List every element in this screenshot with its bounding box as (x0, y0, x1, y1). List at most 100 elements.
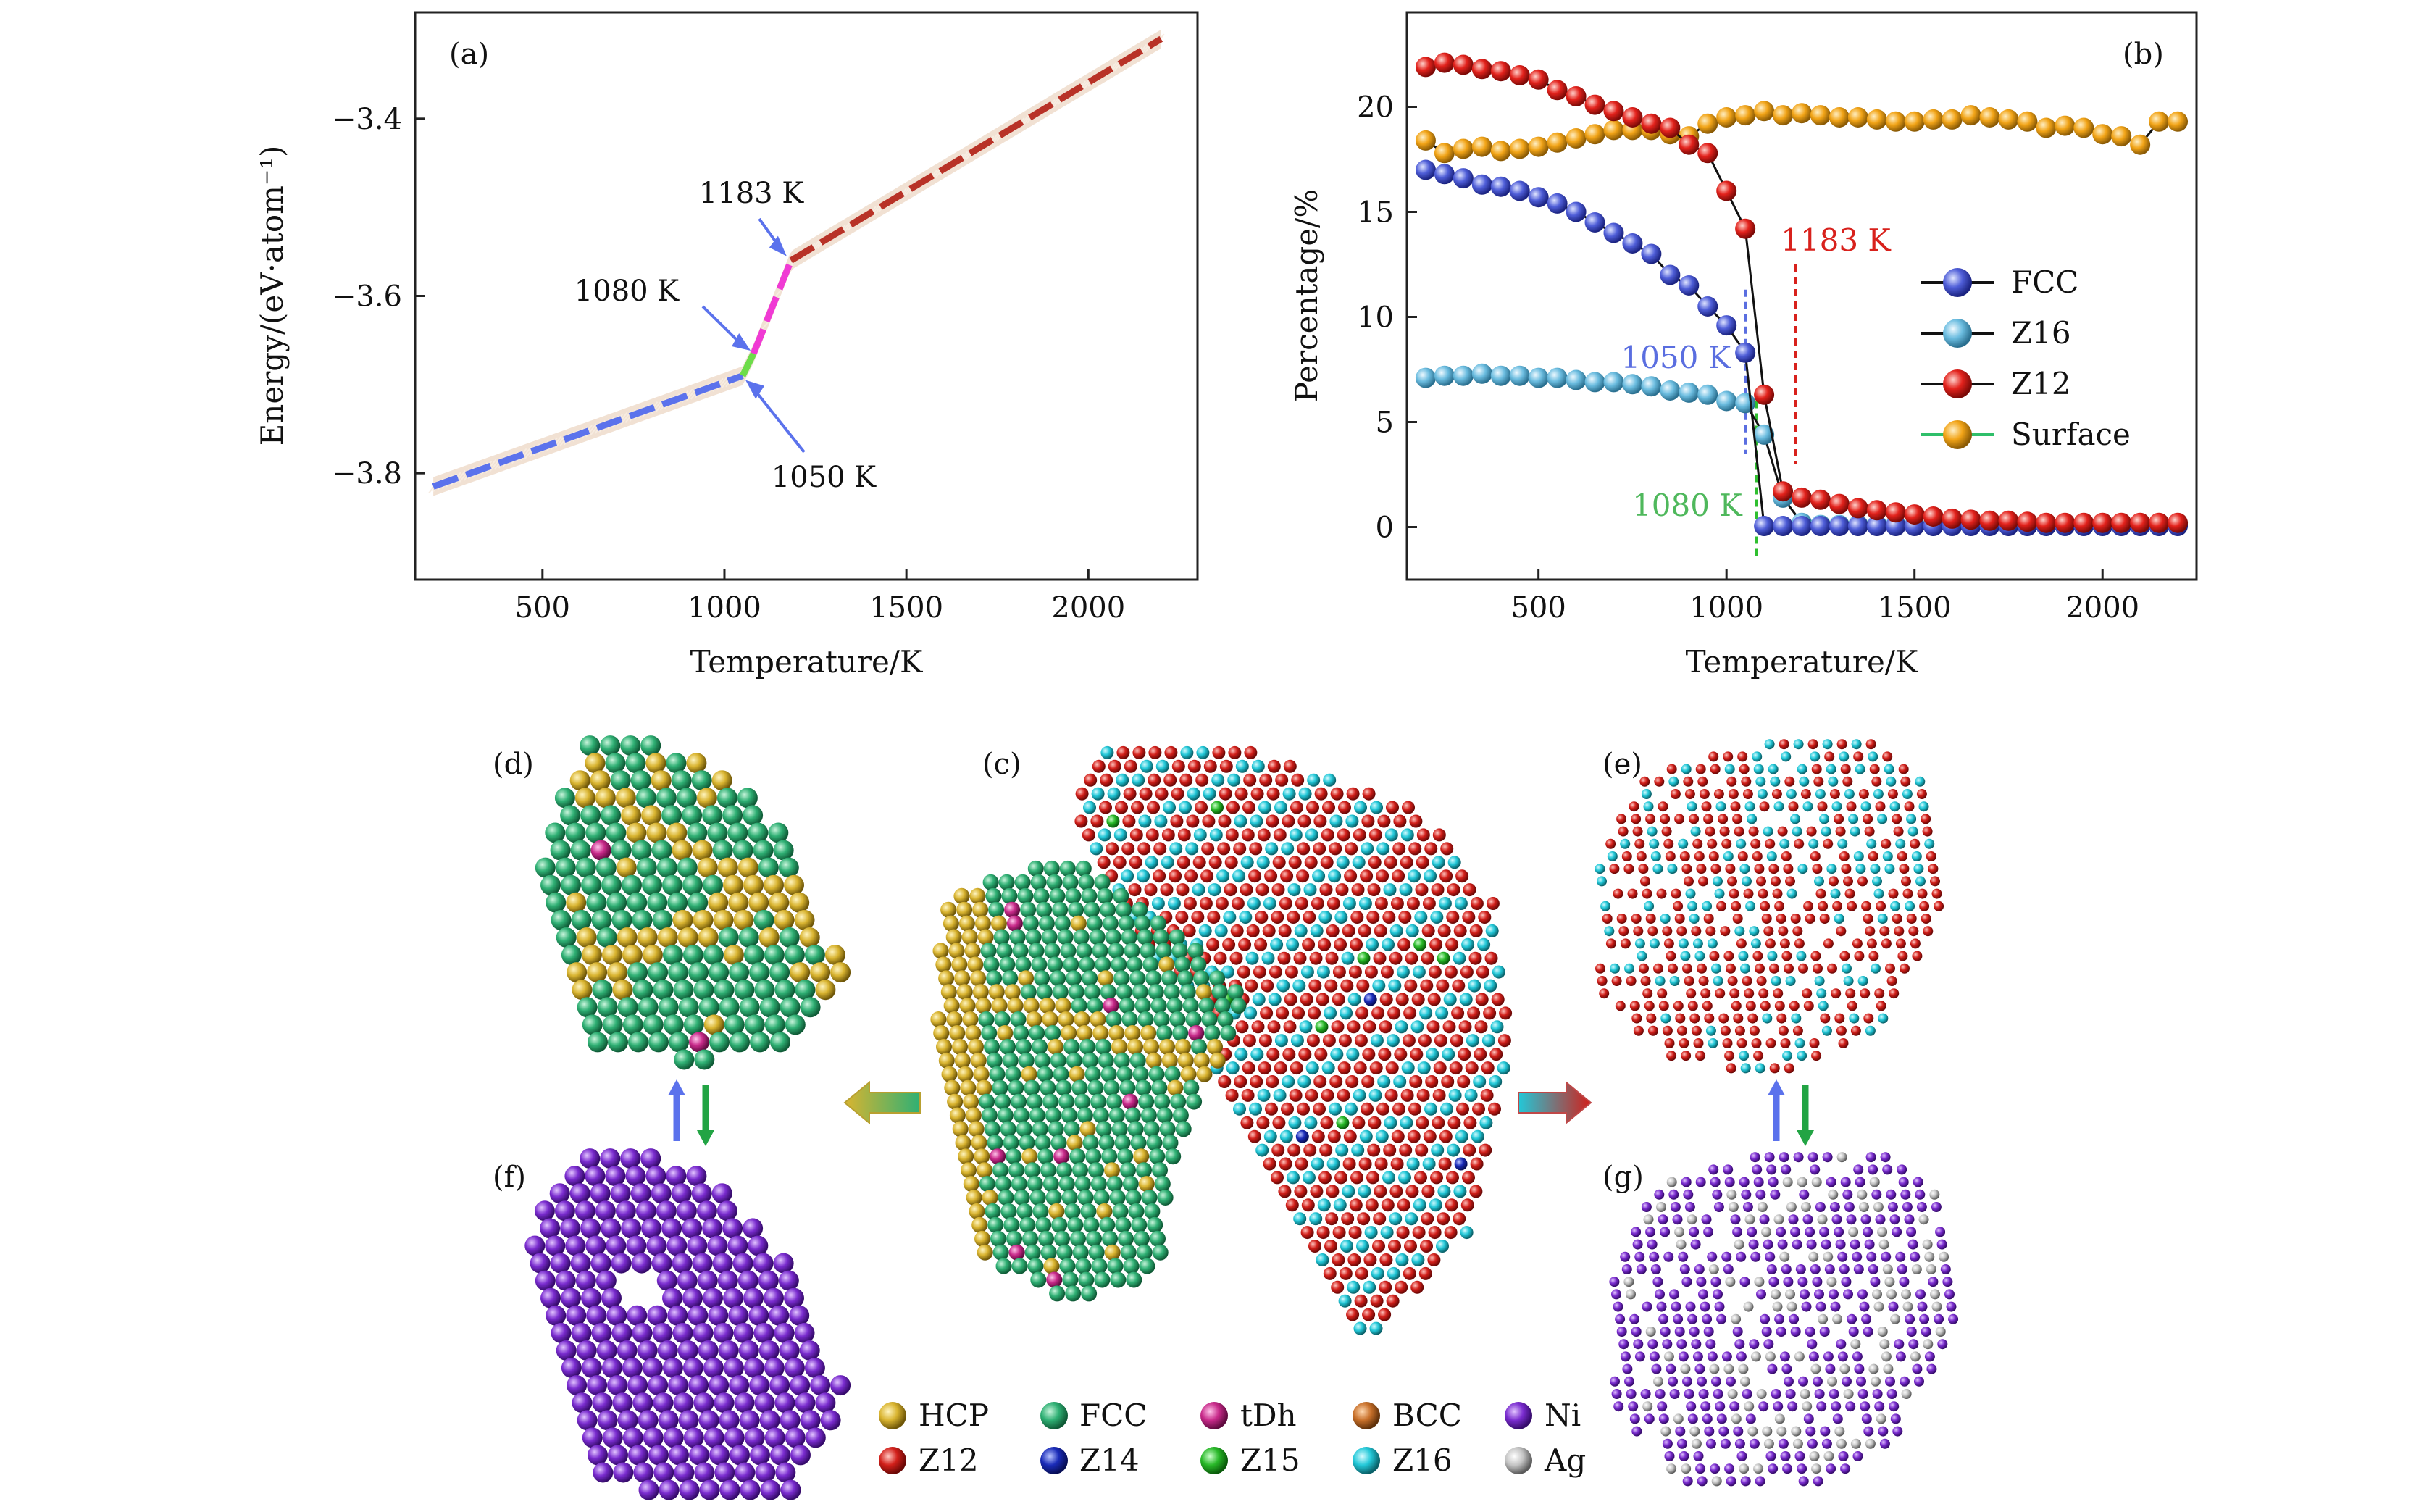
atom (1171, 943, 1188, 959)
atom (1727, 1389, 1738, 1399)
panel-e-label: (e) (1602, 748, 1642, 781)
atom (1679, 1038, 1689, 1048)
atom (1361, 1102, 1374, 1116)
annotation-1050K: 1050 K (772, 461, 877, 494)
atom (1339, 1266, 1353, 1280)
atom (1193, 970, 1210, 987)
atom (1726, 776, 1737, 787)
atom (1317, 1198, 1331, 1212)
atom (1687, 1214, 1697, 1225)
atom (1183, 897, 1197, 910)
atom (739, 997, 760, 1018)
atom (1819, 1327, 1830, 1337)
atom (1383, 1143, 1397, 1157)
atom (1778, 926, 1789, 937)
atom (1713, 976, 1723, 986)
atom (1667, 864, 1678, 874)
atom (1399, 883, 1413, 897)
atom (1113, 856, 1127, 869)
atom (1219, 759, 1233, 773)
atom (743, 805, 764, 826)
atom (1670, 789, 1681, 799)
atom (810, 1375, 831, 1396)
atom (1671, 1301, 1681, 1312)
atom (1266, 814, 1279, 828)
atom (1760, 1001, 1771, 1011)
atom (1818, 901, 1829, 911)
atom (1765, 1351, 1776, 1362)
atom (1122, 1093, 1139, 1110)
atom (1099, 1216, 1116, 1233)
atom (1785, 876, 1795, 887)
atom (954, 970, 971, 987)
atom (595, 857, 617, 878)
atom (1421, 951, 1434, 965)
atom (1649, 838, 1660, 849)
atom (1297, 1102, 1310, 1116)
atom (1799, 1189, 1810, 1200)
atom (1139, 787, 1153, 801)
atom (1747, 1426, 1758, 1437)
atom (1196, 1066, 1213, 1082)
atom (1139, 1258, 1155, 1274)
atom (662, 874, 682, 895)
point-FCC (1829, 516, 1850, 537)
atom (1029, 1025, 1045, 1041)
atom (1777, 826, 1788, 837)
atom (1934, 901, 1944, 911)
atom (1894, 926, 1905, 937)
atom (1919, 901, 1930, 911)
atom (597, 1410, 618, 1431)
atom (1739, 1177, 1750, 1187)
atom (677, 927, 698, 948)
atom (1756, 876, 1766, 887)
atom (1616, 814, 1627, 824)
atom (1290, 1061, 1303, 1075)
atom (1609, 864, 1620, 874)
atom (1043, 860, 1060, 877)
atom (1673, 1313, 1684, 1324)
atom (1363, 1280, 1376, 1294)
atom (1009, 929, 1026, 945)
atom (1394, 1048, 1408, 1061)
atom (764, 874, 784, 895)
atom (1436, 979, 1450, 993)
atom (1678, 938, 1689, 949)
atom (718, 927, 739, 948)
atom (1240, 1116, 1254, 1129)
atom (993, 929, 1010, 945)
atom (1051, 1216, 1068, 1233)
atom (1354, 1294, 1368, 1308)
atom (1786, 888, 1797, 899)
atom (1214, 924, 1228, 937)
atom (1291, 773, 1305, 787)
atom (1629, 801, 1639, 812)
atom (1350, 1171, 1363, 1185)
atom (1739, 1277, 1750, 1287)
atom (1294, 1185, 1308, 1198)
atom (1852, 1351, 1863, 1362)
atom (1607, 851, 1618, 861)
atom (1438, 897, 1452, 910)
atom (1656, 888, 1667, 899)
atom (1816, 1401, 1827, 1412)
atom (1453, 1185, 1467, 1198)
atom (587, 962, 608, 983)
atom (1402, 801, 1415, 814)
atom (1050, 970, 1066, 987)
atom (1753, 1177, 1764, 1187)
atom (1192, 856, 1206, 869)
exchange-arrows-e-g (1768, 1079, 1814, 1146)
atom (530, 1253, 551, 1274)
atom (1809, 1038, 1820, 1048)
atom (1268, 993, 1282, 1006)
atom (1319, 1143, 1333, 1157)
atom (1203, 759, 1217, 773)
atom (1021, 1066, 1037, 1082)
atom (1703, 1327, 1714, 1337)
atom (1616, 914, 1627, 924)
atom (586, 1305, 607, 1326)
atom (1406, 897, 1420, 910)
atom (1626, 1389, 1637, 1399)
atom (1369, 1061, 1383, 1075)
